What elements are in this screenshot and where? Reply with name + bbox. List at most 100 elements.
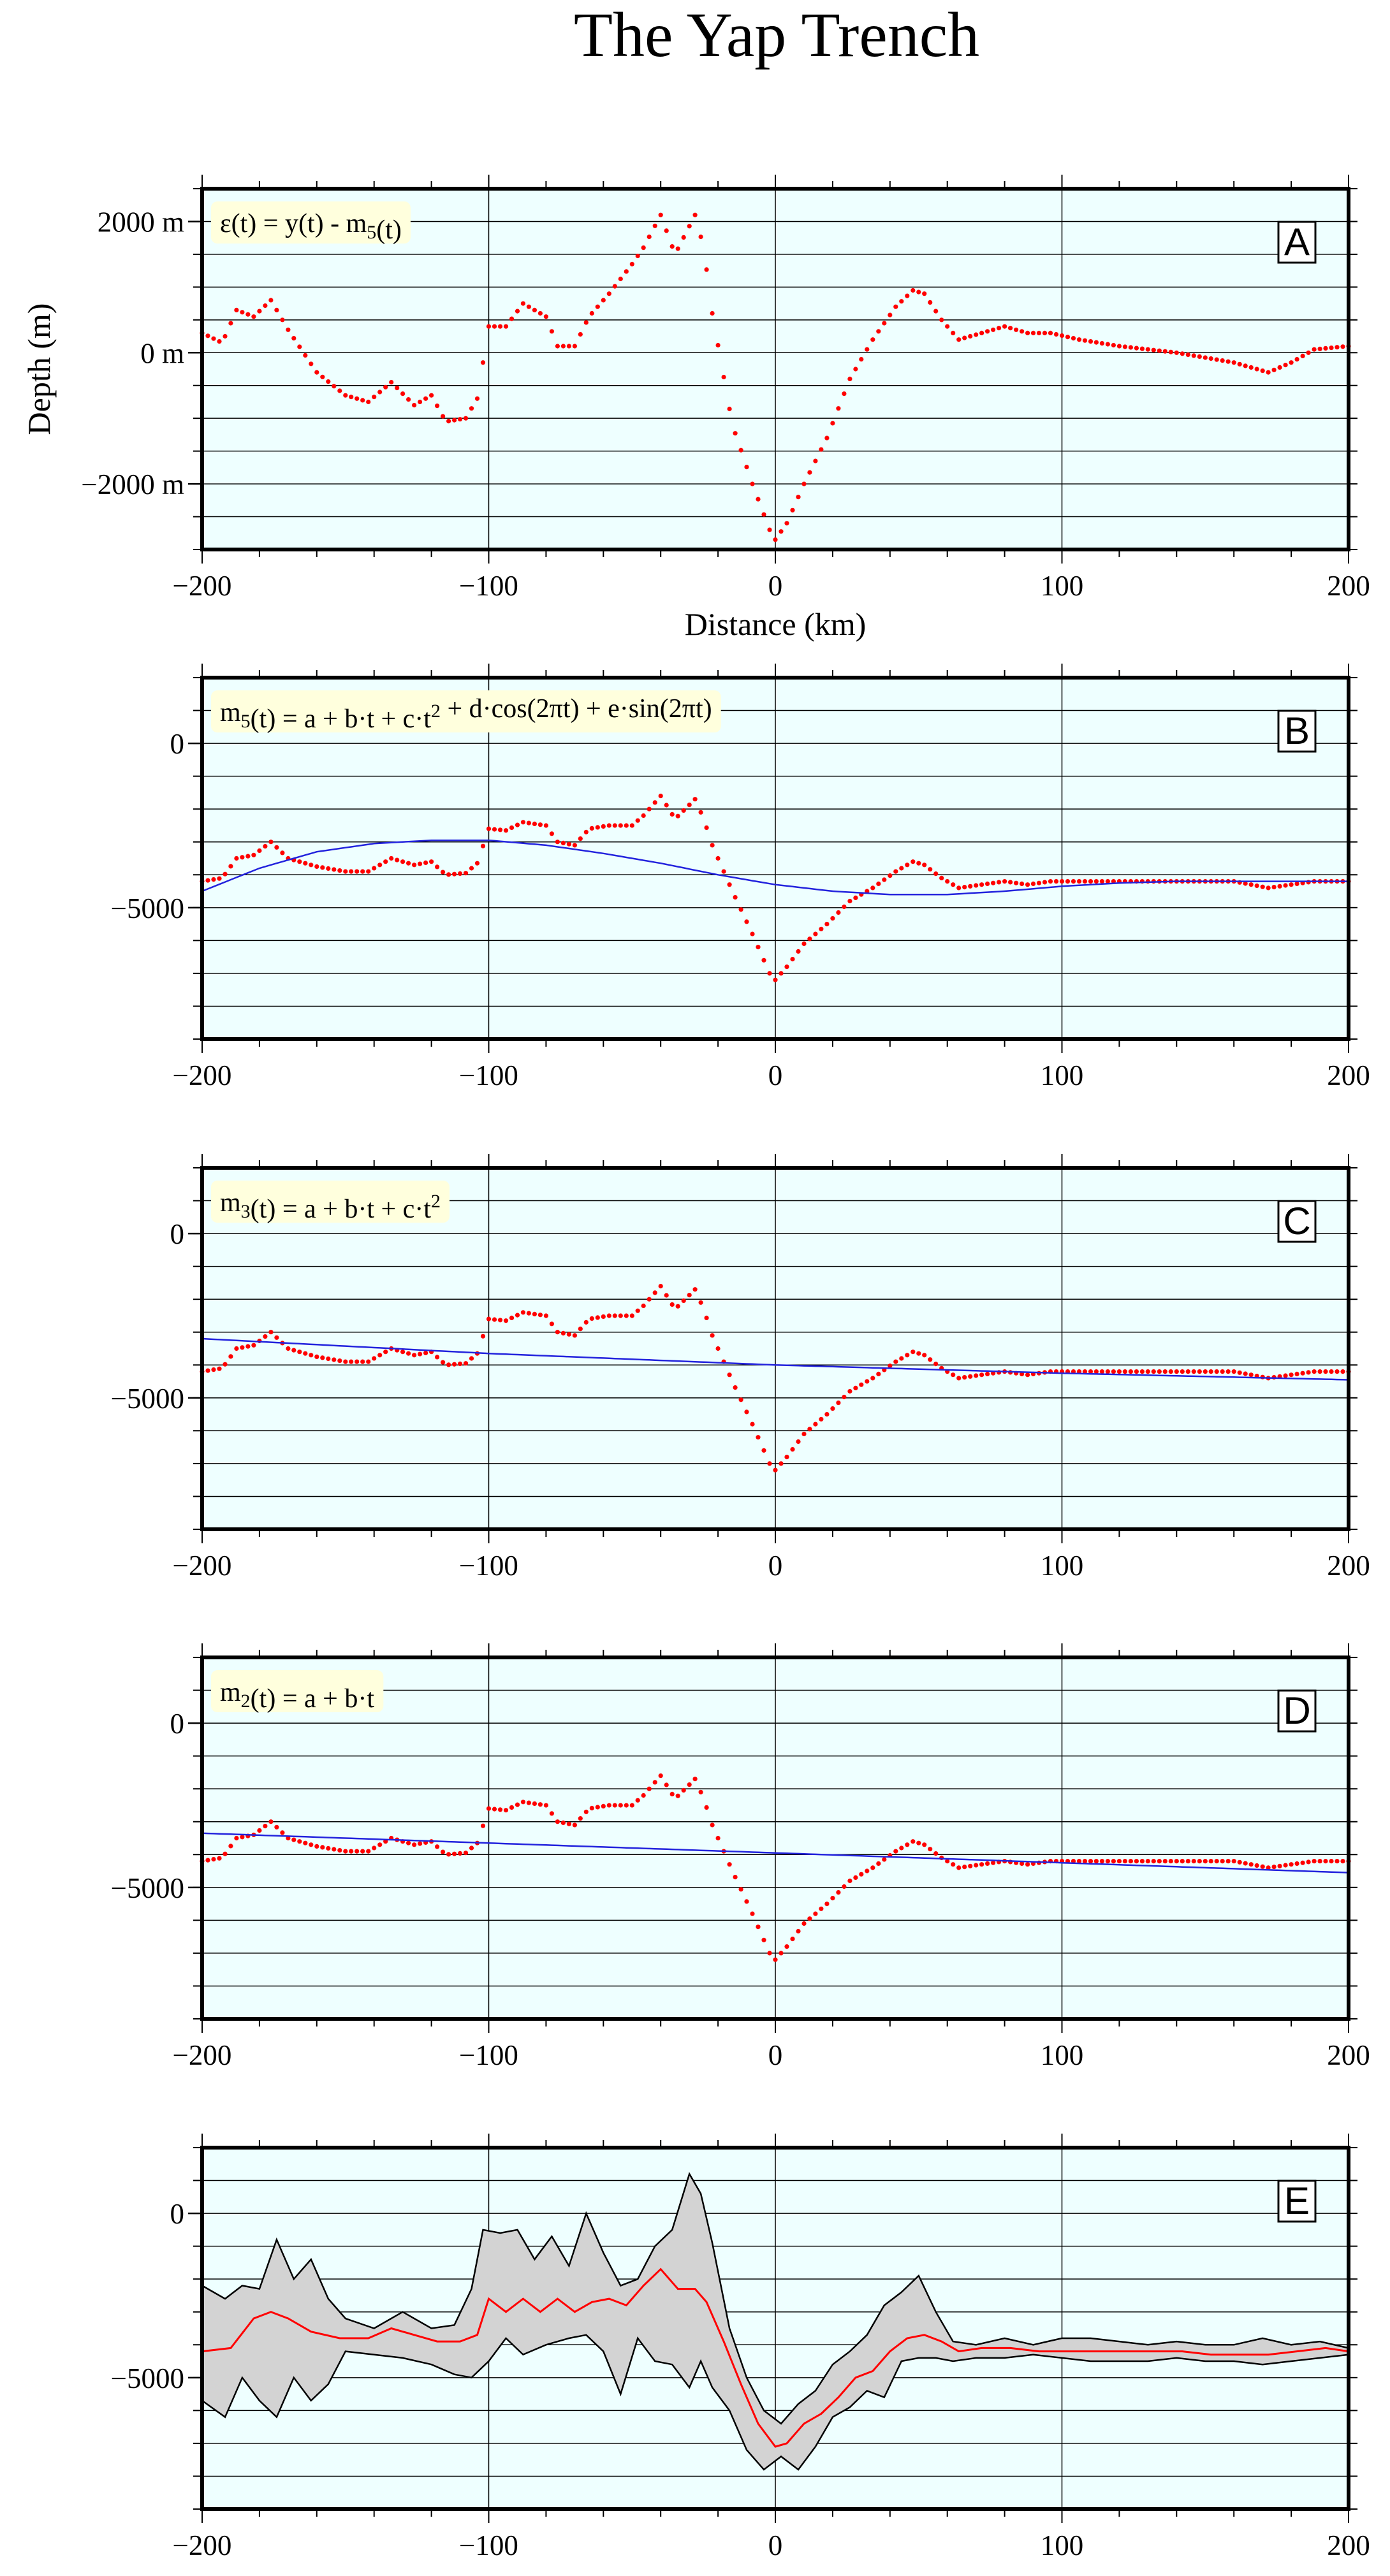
data-point [268, 840, 274, 845]
data-point [509, 316, 515, 321]
data-point [520, 820, 526, 825]
data-point [469, 406, 474, 411]
panel-badge-label: D [1283, 1689, 1310, 1732]
data-point [606, 291, 611, 296]
data-point [796, 1439, 801, 1444]
x-tick-label: 200 [1327, 570, 1370, 602]
data-point [836, 1890, 841, 1895]
data-point [1157, 1859, 1162, 1864]
data-point [1162, 349, 1167, 354]
data-point [888, 873, 893, 878]
data-point [217, 876, 222, 881]
data-point [383, 859, 388, 864]
series-line [201, 2267, 1349, 2448]
data-point [560, 344, 566, 349]
data-point [1151, 347, 1156, 353]
data-point [911, 1839, 916, 1844]
data-point [492, 324, 497, 329]
data-point [263, 1824, 268, 1829]
data-point [819, 1416, 824, 1422]
data-point [1162, 1369, 1167, 1374]
model-line [201, 1832, 1349, 1874]
data-point [337, 868, 342, 873]
formula-rhs: (t) [376, 215, 402, 245]
data-point [933, 309, 939, 314]
data-point [1335, 1369, 1340, 1374]
panel-badge [1277, 709, 1317, 753]
data-point [280, 850, 285, 855]
data-point [286, 1346, 291, 1351]
formula-lhs: m [220, 1188, 241, 1218]
data-point [1203, 355, 1208, 360]
data-point [911, 859, 916, 864]
data-point [1139, 346, 1145, 351]
data-point [985, 329, 990, 334]
data-point [412, 403, 417, 408]
data-point [612, 284, 617, 289]
data-point [985, 1861, 990, 1866]
data-point [796, 949, 801, 954]
data-point [773, 1957, 778, 1962]
data-point [601, 1314, 606, 1319]
data-point [1020, 881, 1025, 886]
data-point [870, 1865, 875, 1870]
data-point [538, 310, 543, 316]
data-point [635, 818, 640, 823]
data-point [1139, 1859, 1145, 1864]
data-point [589, 310, 594, 316]
data-point [1134, 346, 1139, 351]
data-point [641, 1303, 646, 1309]
data-point [1053, 879, 1059, 884]
data-point [1014, 880, 1019, 885]
data-point [332, 1847, 337, 1852]
data-point [486, 826, 492, 831]
data-point [893, 1359, 898, 1364]
data-point [377, 1842, 383, 1847]
data-point [1312, 1859, 1317, 1864]
data-point [784, 964, 789, 970]
data-point [790, 507, 795, 513]
data-point [727, 1862, 732, 1867]
data-point [457, 1361, 463, 1366]
data-point [566, 1332, 572, 1337]
data-point [383, 384, 388, 389]
data-point [286, 327, 291, 332]
data-point [761, 1448, 766, 1453]
data-point [813, 931, 818, 936]
data-point [1329, 1859, 1334, 1864]
data-point [933, 871, 939, 877]
data-point [756, 1925, 761, 1930]
data-point [349, 1849, 354, 1854]
data-point [303, 1351, 308, 1356]
data-point [480, 360, 486, 365]
data-point [801, 481, 807, 486]
data-point [228, 321, 233, 326]
data-point [1306, 1859, 1311, 1865]
data-point [1225, 359, 1231, 364]
data-point [750, 1422, 755, 1427]
data-point [1266, 370, 1271, 375]
data-point [922, 291, 927, 296]
series-band-edge [201, 2172, 1349, 2425]
data-point [532, 307, 538, 312]
data-point [1283, 363, 1288, 368]
x-tick-label: 100 [1041, 1550, 1084, 1582]
data-point [606, 1803, 611, 1808]
data-point [595, 825, 600, 830]
data-point [1283, 1863, 1288, 1868]
data-point [870, 1376, 875, 1381]
data-point [595, 1315, 600, 1320]
data-point [314, 1354, 319, 1359]
data-point [647, 234, 652, 240]
data-point [343, 1359, 348, 1364]
data-point [738, 448, 743, 453]
data-point [492, 827, 497, 832]
formula-sup: 2 [431, 701, 441, 722]
data-point [1323, 1859, 1328, 1864]
data-point [974, 883, 979, 888]
data-point [452, 871, 457, 877]
data-point [824, 1902, 830, 1907]
y-tick-label: −2000 m [81, 469, 184, 500]
data-point [911, 1350, 916, 1355]
data-point [922, 1842, 927, 1847]
